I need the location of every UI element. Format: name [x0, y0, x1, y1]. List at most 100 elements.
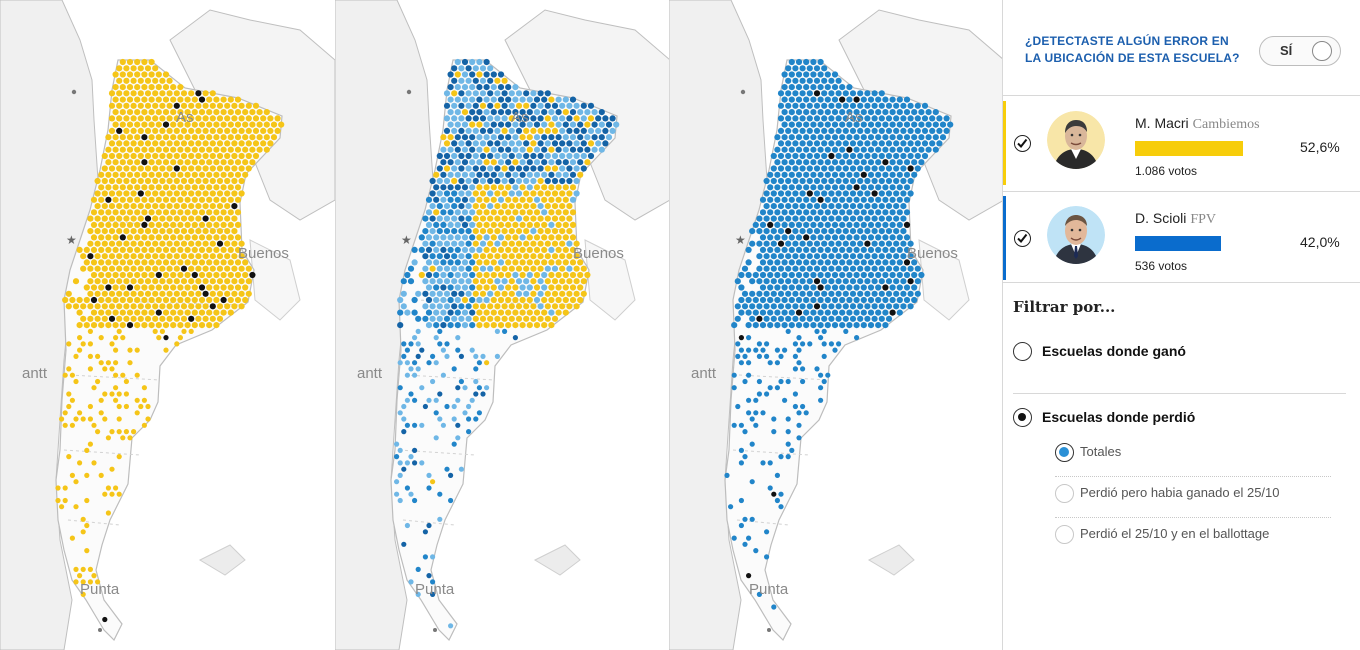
school-dot: [530, 90, 537, 97]
school-dot: [440, 221, 447, 228]
school-dot: [191, 234, 198, 241]
school-dot: [580, 152, 587, 160]
radio-button[interactable]: [1055, 443, 1074, 462]
radio-button[interactable]: [1013, 408, 1032, 427]
school-dot: [795, 196, 803, 203]
sub-option-lost-2510-and-ballottage[interactable]: Perdió el 25/10 y en el ballottage: [1055, 521, 1335, 561]
school-dot: [821, 303, 828, 310]
candidate-row-macri[interactable]: M. Macri Cambiemos 52,6% 1.086 votos: [1003, 101, 1360, 185]
school-dot: [831, 146, 839, 153]
school-dot: [198, 271, 206, 279]
school-dot: [433, 322, 440, 329]
school-dot: [462, 385, 468, 391]
school-dot: [108, 152, 116, 160]
divider: [1003, 191, 1360, 192]
school-dot: [555, 134, 562, 141]
school-dot: [785, 278, 792, 285]
school-dot: [430, 353, 436, 359]
school-dot: [231, 215, 238, 222]
school-dot: [943, 115, 950, 122]
sub-option-totales[interactable]: Totales: [1055, 439, 1335, 479]
school-dot: [134, 271, 141, 279]
school-dot: [170, 322, 177, 329]
school-dot: [867, 171, 875, 178]
school-dot: [551, 203, 559, 210]
filter-option-lost[interactable]: Escuelas donde perdió: [1013, 408, 1313, 432]
school-dot: [785, 215, 792, 222]
school-dot: [404, 422, 410, 428]
school-dot: [752, 322, 759, 329]
school-dot: [490, 134, 497, 141]
school-dot: [835, 265, 842, 272]
school-dot: [497, 322, 505, 329]
school-dot: [519, 296, 526, 304]
school-dot: [781, 309, 788, 316]
school-dot: [177, 271, 184, 279]
school-dot: [921, 152, 929, 160]
school-dot: [141, 171, 148, 178]
school-dot: [569, 284, 577, 291]
sub-option-label: Totales: [1080, 444, 1122, 459]
school-dot: [113, 360, 119, 366]
school-dot: [878, 90, 885, 97]
school-dot: [785, 416, 791, 422]
radio-button[interactable]: [1013, 342, 1032, 361]
school-dot: [231, 303, 238, 310]
school-dot: [595, 140, 602, 147]
radio-button[interactable]: [1055, 484, 1074, 503]
school-dot: [932, 134, 939, 141]
school-dot: [227, 259, 234, 266]
school-dot: [144, 240, 152, 247]
map-macri-schools[interactable]: As Buenos Punta antt ★: [0, 0, 335, 650]
school-dot: [548, 146, 555, 153]
school-dot: [177, 84, 184, 91]
school-dot: [824, 309, 831, 316]
map-scioli-schools[interactable]: As Buenos Punta antt ★: [669, 0, 1002, 650]
school-dot: [777, 90, 785, 97]
school-dot: [191, 121, 198, 128]
school-dot: [69, 472, 75, 478]
school-dot: [152, 115, 159, 122]
school-dot: [141, 109, 148, 116]
school-dot: [792, 152, 799, 160]
school-dot: [461, 171, 469, 178]
school-dot: [875, 171, 882, 178]
school-dot: [821, 65, 828, 72]
school-dot: [476, 385, 482, 391]
school-dot: [202, 303, 209, 310]
filter-option-won[interactable]: Escuelas donde ganó: [1013, 342, 1313, 366]
school-dot: [101, 177, 108, 185]
map-mixed-schools[interactable]: As Buenos Punta antt ★: [335, 0, 669, 650]
checkmark-icon[interactable]: [1014, 230, 1031, 247]
candidate-accent: [1003, 196, 1006, 280]
school-dot: [145, 416, 151, 422]
school-dot: [738, 447, 744, 453]
candidate-name-line: M. Macri Cambiemos: [1135, 115, 1260, 133]
school-dot: [537, 303, 544, 310]
school-dot: [177, 134, 184, 141]
school-dot: [155, 121, 162, 128]
school-dot: [875, 296, 882, 304]
report-error-toggle[interactable]: SÍ: [1259, 36, 1341, 66]
school-dot: [479, 240, 487, 247]
school-dot: [119, 109, 126, 116]
school-dot: [857, 228, 864, 235]
sub-option-lost-but-won-2510[interactable]: Perdió pero habia ganado el 25/10: [1055, 480, 1335, 520]
radio-button[interactable]: [1055, 525, 1074, 544]
school-dot: [598, 121, 605, 128]
school-dot: [134, 296, 141, 304]
school-dot: [213, 234, 220, 241]
school-dot: [195, 177, 202, 185]
toggle-knob[interactable]: [1312, 41, 1332, 61]
school-dot: [785, 315, 792, 322]
school-dot: [144, 177, 152, 185]
candidate-row-scioli[interactable]: D. Scioli FPV 42,0% 536 votos: [1003, 196, 1360, 280]
school-dot: [860, 134, 867, 141]
school-dot: [238, 127, 245, 134]
school-dot: [900, 265, 907, 272]
school-dot: [555, 184, 562, 191]
checkmark-icon[interactable]: [1014, 135, 1031, 152]
school-dot: [918, 109, 925, 116]
school-dot: [544, 165, 551, 172]
school-dot: [137, 315, 144, 322]
